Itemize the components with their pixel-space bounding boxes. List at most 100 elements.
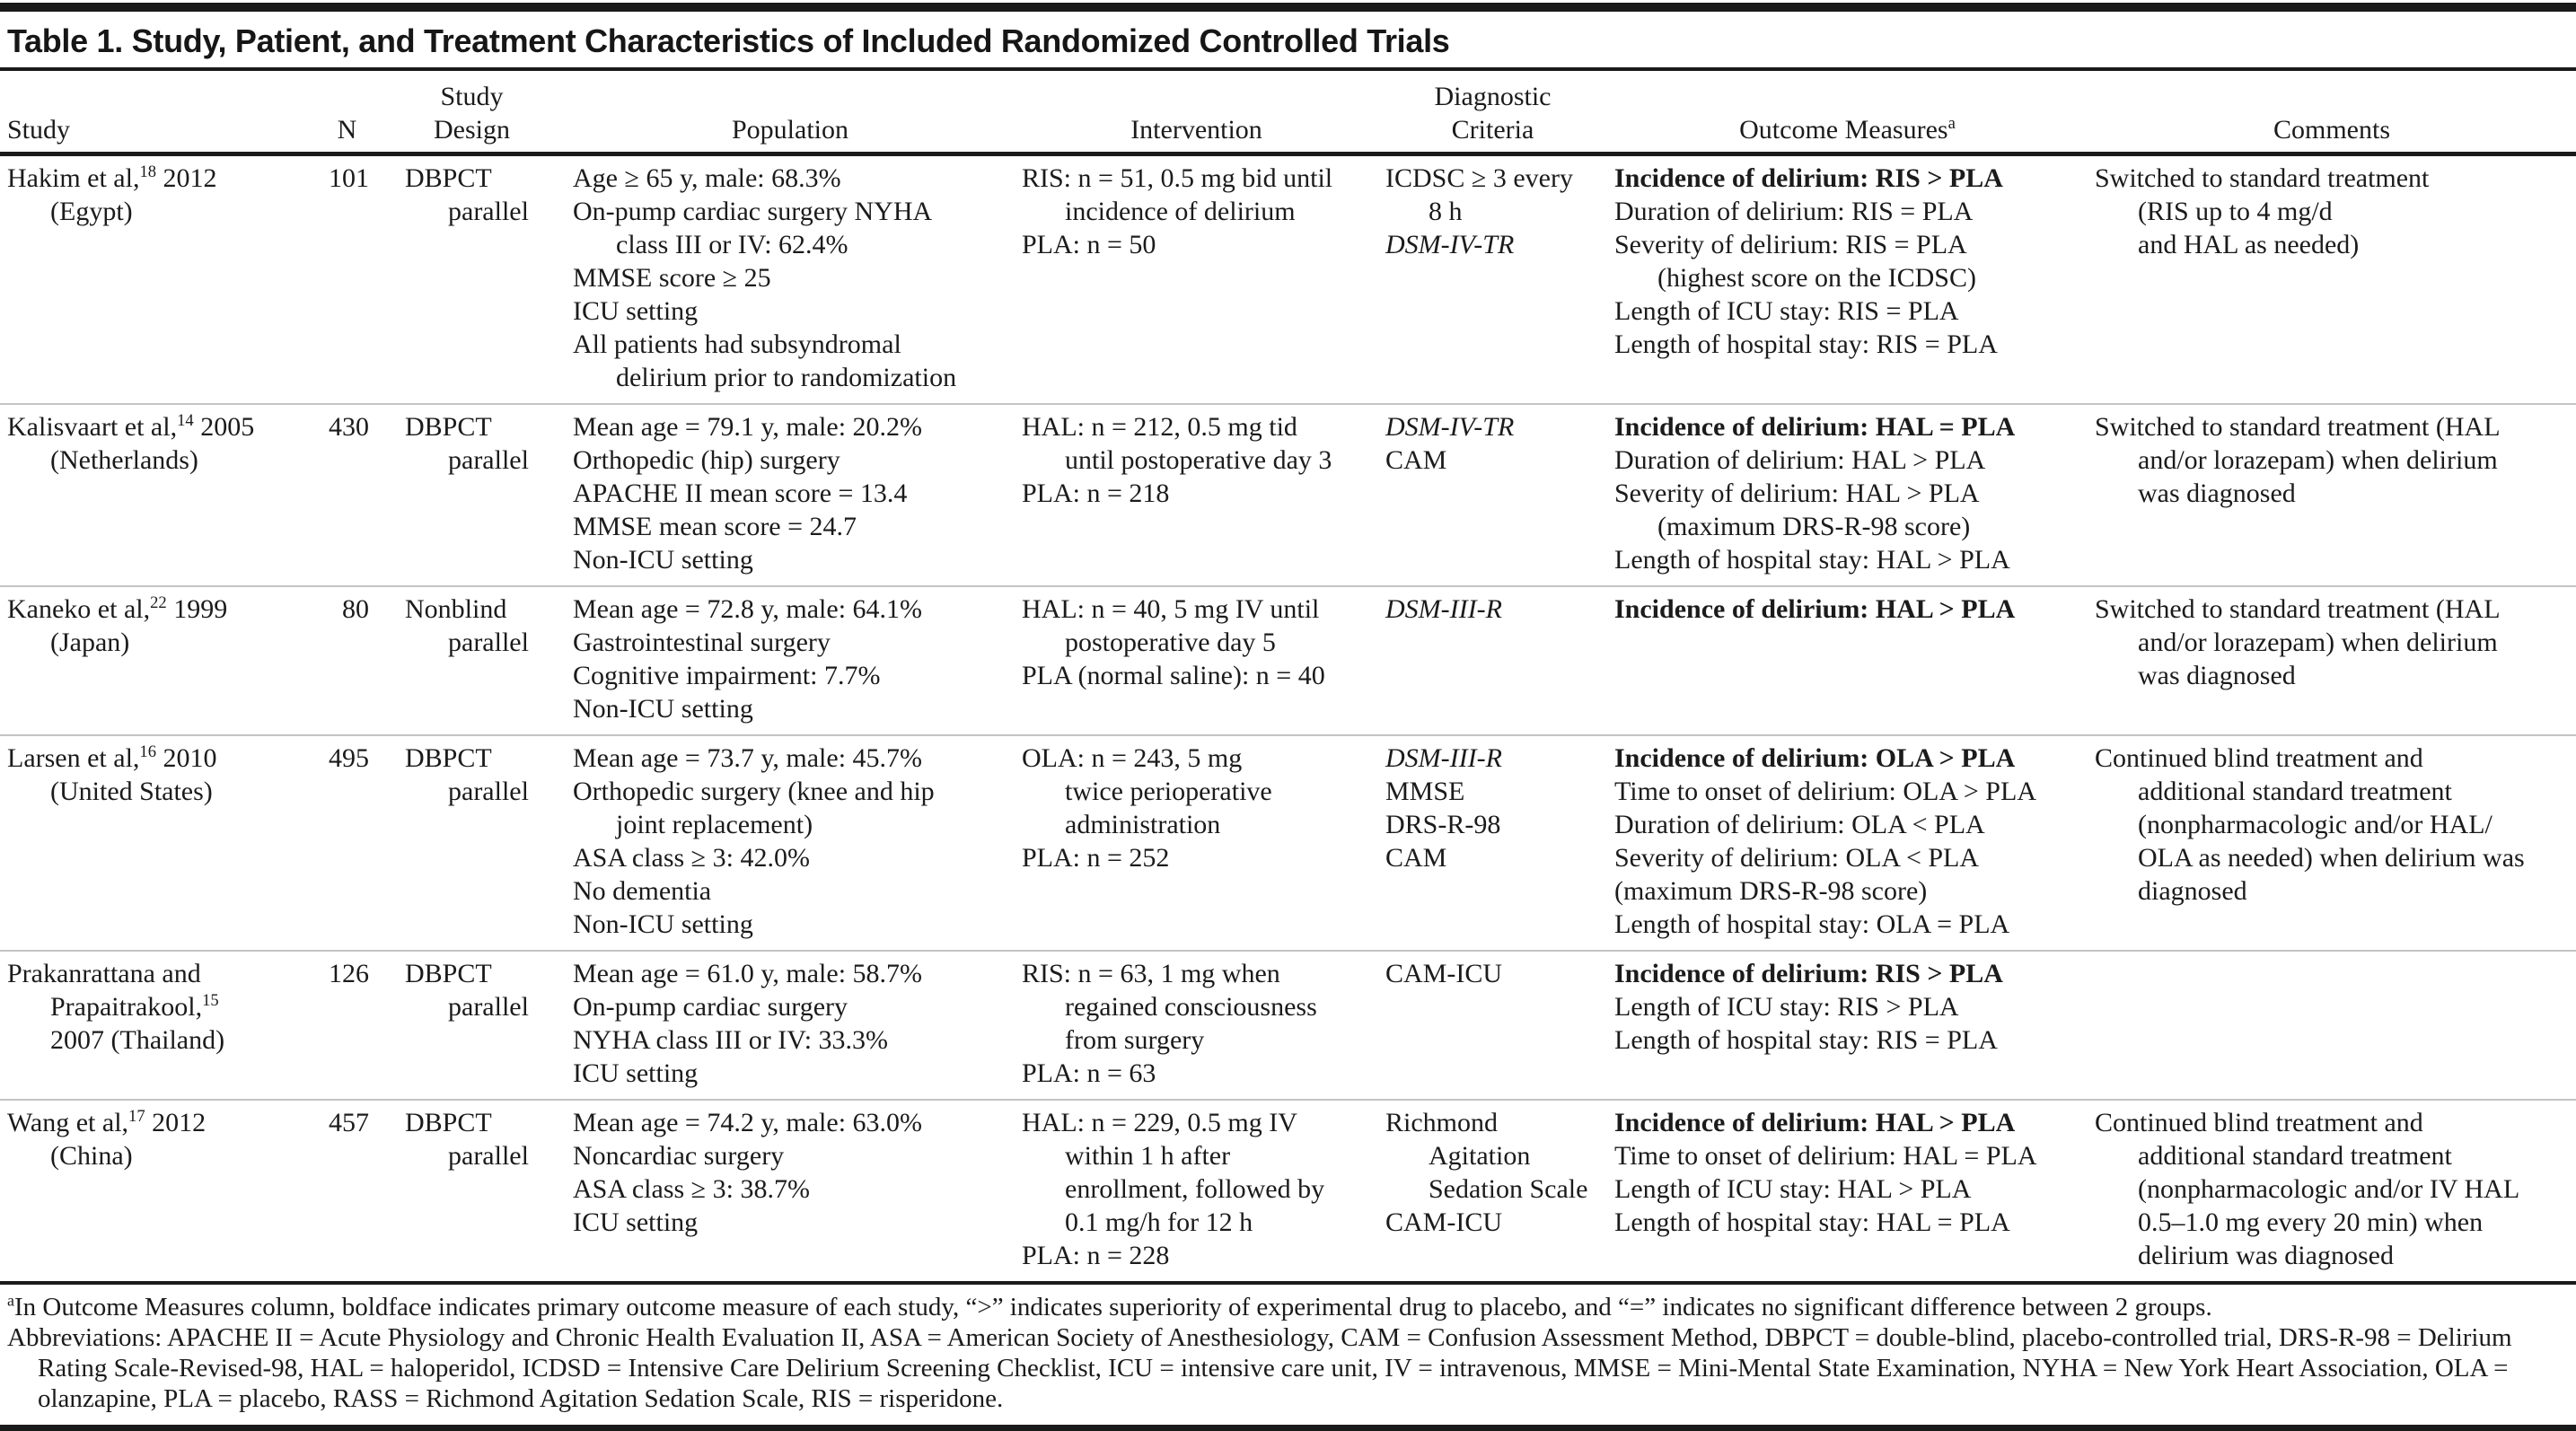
cell-diagnostic: DSM-III-R (1378, 593, 1607, 725)
cell-line: PLA: n = 50 (1022, 230, 1156, 259)
cell-comments: Switched to standard treatment (HAL and/o… (2088, 410, 2576, 576)
footnote-abbreviations: Abbreviations: APACHE II = Acute Physiol… (7, 1323, 2512, 1413)
table-row: Larsen et al,16 2010 (United States) 495 DB… (0, 734, 2576, 950)
cell-line: CAM (1385, 445, 1447, 475)
cell-line: ASA class ≥ 3: 42.0% (573, 843, 810, 873)
cell-line: HAL: n = 212, 0.5 mg tid (1022, 412, 1297, 442)
cell-line: 8 h (1429, 197, 1463, 226)
cell-intervention: HAL: n = 212, 0.5 mg tid until postoperat… (1015, 410, 1378, 576)
cell-line: RIS: n = 63, 1 mg when (1022, 959, 1280, 988)
cell-line: 2007 (Thailand) (50, 1025, 225, 1055)
column-header-comments: Comments (2273, 115, 2390, 145)
cell-line: OLA as needed) when delirium was (2138, 843, 2525, 873)
cell-line: Mean age = 61.0 y, male: 58.7% (573, 959, 923, 988)
cell-line: DRS-R-98 (1385, 810, 1501, 839)
cell-line: HAL: n = 40, 5 mg IV until (1022, 594, 1320, 624)
cell-line: DBPCT (405, 959, 492, 988)
cell-line: Length of hospital stay: RIS = PLA (1614, 1025, 1998, 1055)
cell-line: DBPCT (405, 1108, 492, 1137)
cell-intervention: RIS: n = 51, 0.5 mg bid until incidence o… (1015, 162, 1378, 394)
cell-line: (RIS up to 4 mg/d (2138, 197, 2333, 226)
column-header-n: N (337, 115, 357, 145)
cell-line: (Netherlands) (50, 445, 198, 475)
column-header-study: Study (7, 115, 71, 145)
cell-line: Continued blind treatment and (2095, 743, 2423, 773)
cell-line: Length of hospital stay: RIS = PLA (1614, 329, 1998, 359)
cell-outcomes: Incidence of delirium: HAL > PLA (1607, 593, 2088, 725)
cell-line: and HAL as needed) (2138, 230, 2360, 259)
cell-line: HAL: n = 229, 0.5 mg IV (1022, 1108, 1297, 1137)
cell-line: from surgery (1065, 1025, 1205, 1055)
cell-line: Time to onset of delirium: OLA > PLA (1614, 777, 2036, 806)
cell-design: DBPCT parallel (378, 410, 566, 576)
cell-line: ICU setting (573, 296, 699, 326)
cell-line: Sedation Scale (1429, 1174, 1588, 1204)
cell-study: Prakanrattana and Prapaitrakool,15 2007 (T… (0, 957, 316, 1090)
cell-line: All patients had subsyndromal (573, 329, 901, 359)
cell-line: PLA: n = 218 (1022, 478, 1170, 508)
cell-line: parallel (448, 1141, 529, 1171)
cell-line: additional standard treatment (2138, 777, 2452, 806)
cell-diagnostic: DSM-IV-TR CAM (1378, 410, 1607, 576)
cell-outcomes: Incidence of delirium: HAL > PLA Time to … (1607, 1106, 2088, 1272)
table-body: Hakim et al,18 2012 (Egypt) 101 DBPCT parall… (0, 156, 2576, 1281)
cell-line: Duration of delirium: HAL > PLA (1614, 445, 1986, 475)
cell-line: parallel (448, 777, 529, 806)
cell-line: twice perioperative (1065, 777, 1272, 806)
table-title: Table 1. Study, Patient, and Treatment C… (7, 22, 1450, 59)
cell-line: On-pump cardiac surgery NYHA (573, 197, 933, 226)
cell-design: DBPCT parallel (378, 1106, 566, 1272)
cell-population: Mean age = 61.0 y, male: 58.7% On-pump ca… (566, 957, 1015, 1090)
cell-line: Hakim et al,18 2012 (7, 162, 217, 193)
cell-study: Kalisvaart et al,14 2005 (Netherlands) (0, 410, 316, 576)
cell-n: 101 (329, 163, 369, 193)
cell-line: APACHE II mean score = 13.4 (573, 478, 908, 508)
cell-n: 126 (329, 959, 369, 988)
cell-line: joint replacement) (616, 810, 813, 839)
cell-line: MMSE mean score = 24.7 (573, 512, 857, 541)
column-header-outcome-measures: Outcome Measuresa (1739, 114, 1956, 145)
cell-line: PLA: n = 252 (1022, 843, 1170, 873)
cell-study: Kaneko et al,22 1999 (Japan) (0, 593, 316, 725)
table-row: Prakanrattana and Prapaitrakool,15 2007 (T… (0, 950, 2576, 1099)
table-row: Kaneko et al,22 1999 (Japan) 80 Nonblind par… (0, 585, 2576, 734)
cell-line: Mean age = 74.2 y, male: 63.0% (573, 1108, 923, 1137)
cell-design: Nonblind parallel (378, 593, 566, 725)
cell-line: Nonblind (405, 594, 507, 624)
cell-line: Prapaitrakool,15 (50, 991, 219, 1022)
cell-line: within 1 h after (1065, 1141, 1231, 1171)
cell-line: Length of ICU stay: HAL > PLA (1614, 1174, 1972, 1204)
cell-line: (Egypt) (50, 197, 133, 226)
cell-line: DBPCT (405, 163, 492, 193)
cell-line: Non-ICU setting (573, 694, 753, 724)
cell-line: Wang et al,17 2012 (7, 1107, 207, 1137)
cell-line: Non-ICU setting (573, 909, 753, 939)
cell-line: Continued blind treatment and (2095, 1108, 2423, 1137)
cell-study: Larsen et al,16 2010 (United States) (0, 742, 316, 941)
cell-line: Length of hospital stay: HAL = PLA (1614, 1207, 2010, 1237)
cell-line: ICU setting (573, 1207, 699, 1237)
cell-line: Orthopedic surgery (knee and hip (573, 777, 935, 806)
cell-line: Mean age = 72.8 y, male: 64.1% (573, 594, 923, 624)
cell-comments: Continued blind treatment and additional … (2088, 742, 2576, 941)
cell-line: Incidence of delirium: RIS > PLA (1614, 163, 2003, 193)
cell-line: Length of ICU stay: RIS = PLA (1614, 296, 1959, 326)
cell-line: parallel (448, 992, 529, 1022)
cell-n: 457 (329, 1108, 369, 1137)
cell-line: and/or lorazepam) when delirium (2138, 628, 2498, 657)
cell-line: Length of ICU stay: RIS > PLA (1614, 992, 1959, 1022)
cell-line: 0.1 mg/h for 12 h (1065, 1207, 1253, 1237)
cell-line: ICDSC ≥ 3 every (1385, 163, 1573, 193)
cell-line: and/or lorazepam) when delirium (2138, 445, 2498, 475)
cell-line: Agitation (1429, 1141, 1531, 1171)
cell-line: Non-ICU setting (573, 545, 753, 575)
cell-outcomes: Incidence of delirium: RIS > PLA Length o… (1607, 957, 2088, 1090)
cell-line: PLA: n = 63 (1022, 1058, 1156, 1088)
cell-line: was diagnosed (2138, 661, 2296, 690)
table-footnotes: aIn Outcome Measures column, boldface in… (0, 1281, 2576, 1431)
cell-intervention: HAL: n = 40, 5 mg IV until postoperative … (1015, 593, 1378, 725)
cell-diagnostic: CAM-ICU (1378, 957, 1607, 1090)
cell-line: Mean age = 73.7 y, male: 45.7% (573, 743, 923, 773)
cell-line: Severity of delirium: HAL > PLA (1614, 478, 1980, 508)
cell-line: Kaneko et al,22 1999 (7, 593, 228, 624)
